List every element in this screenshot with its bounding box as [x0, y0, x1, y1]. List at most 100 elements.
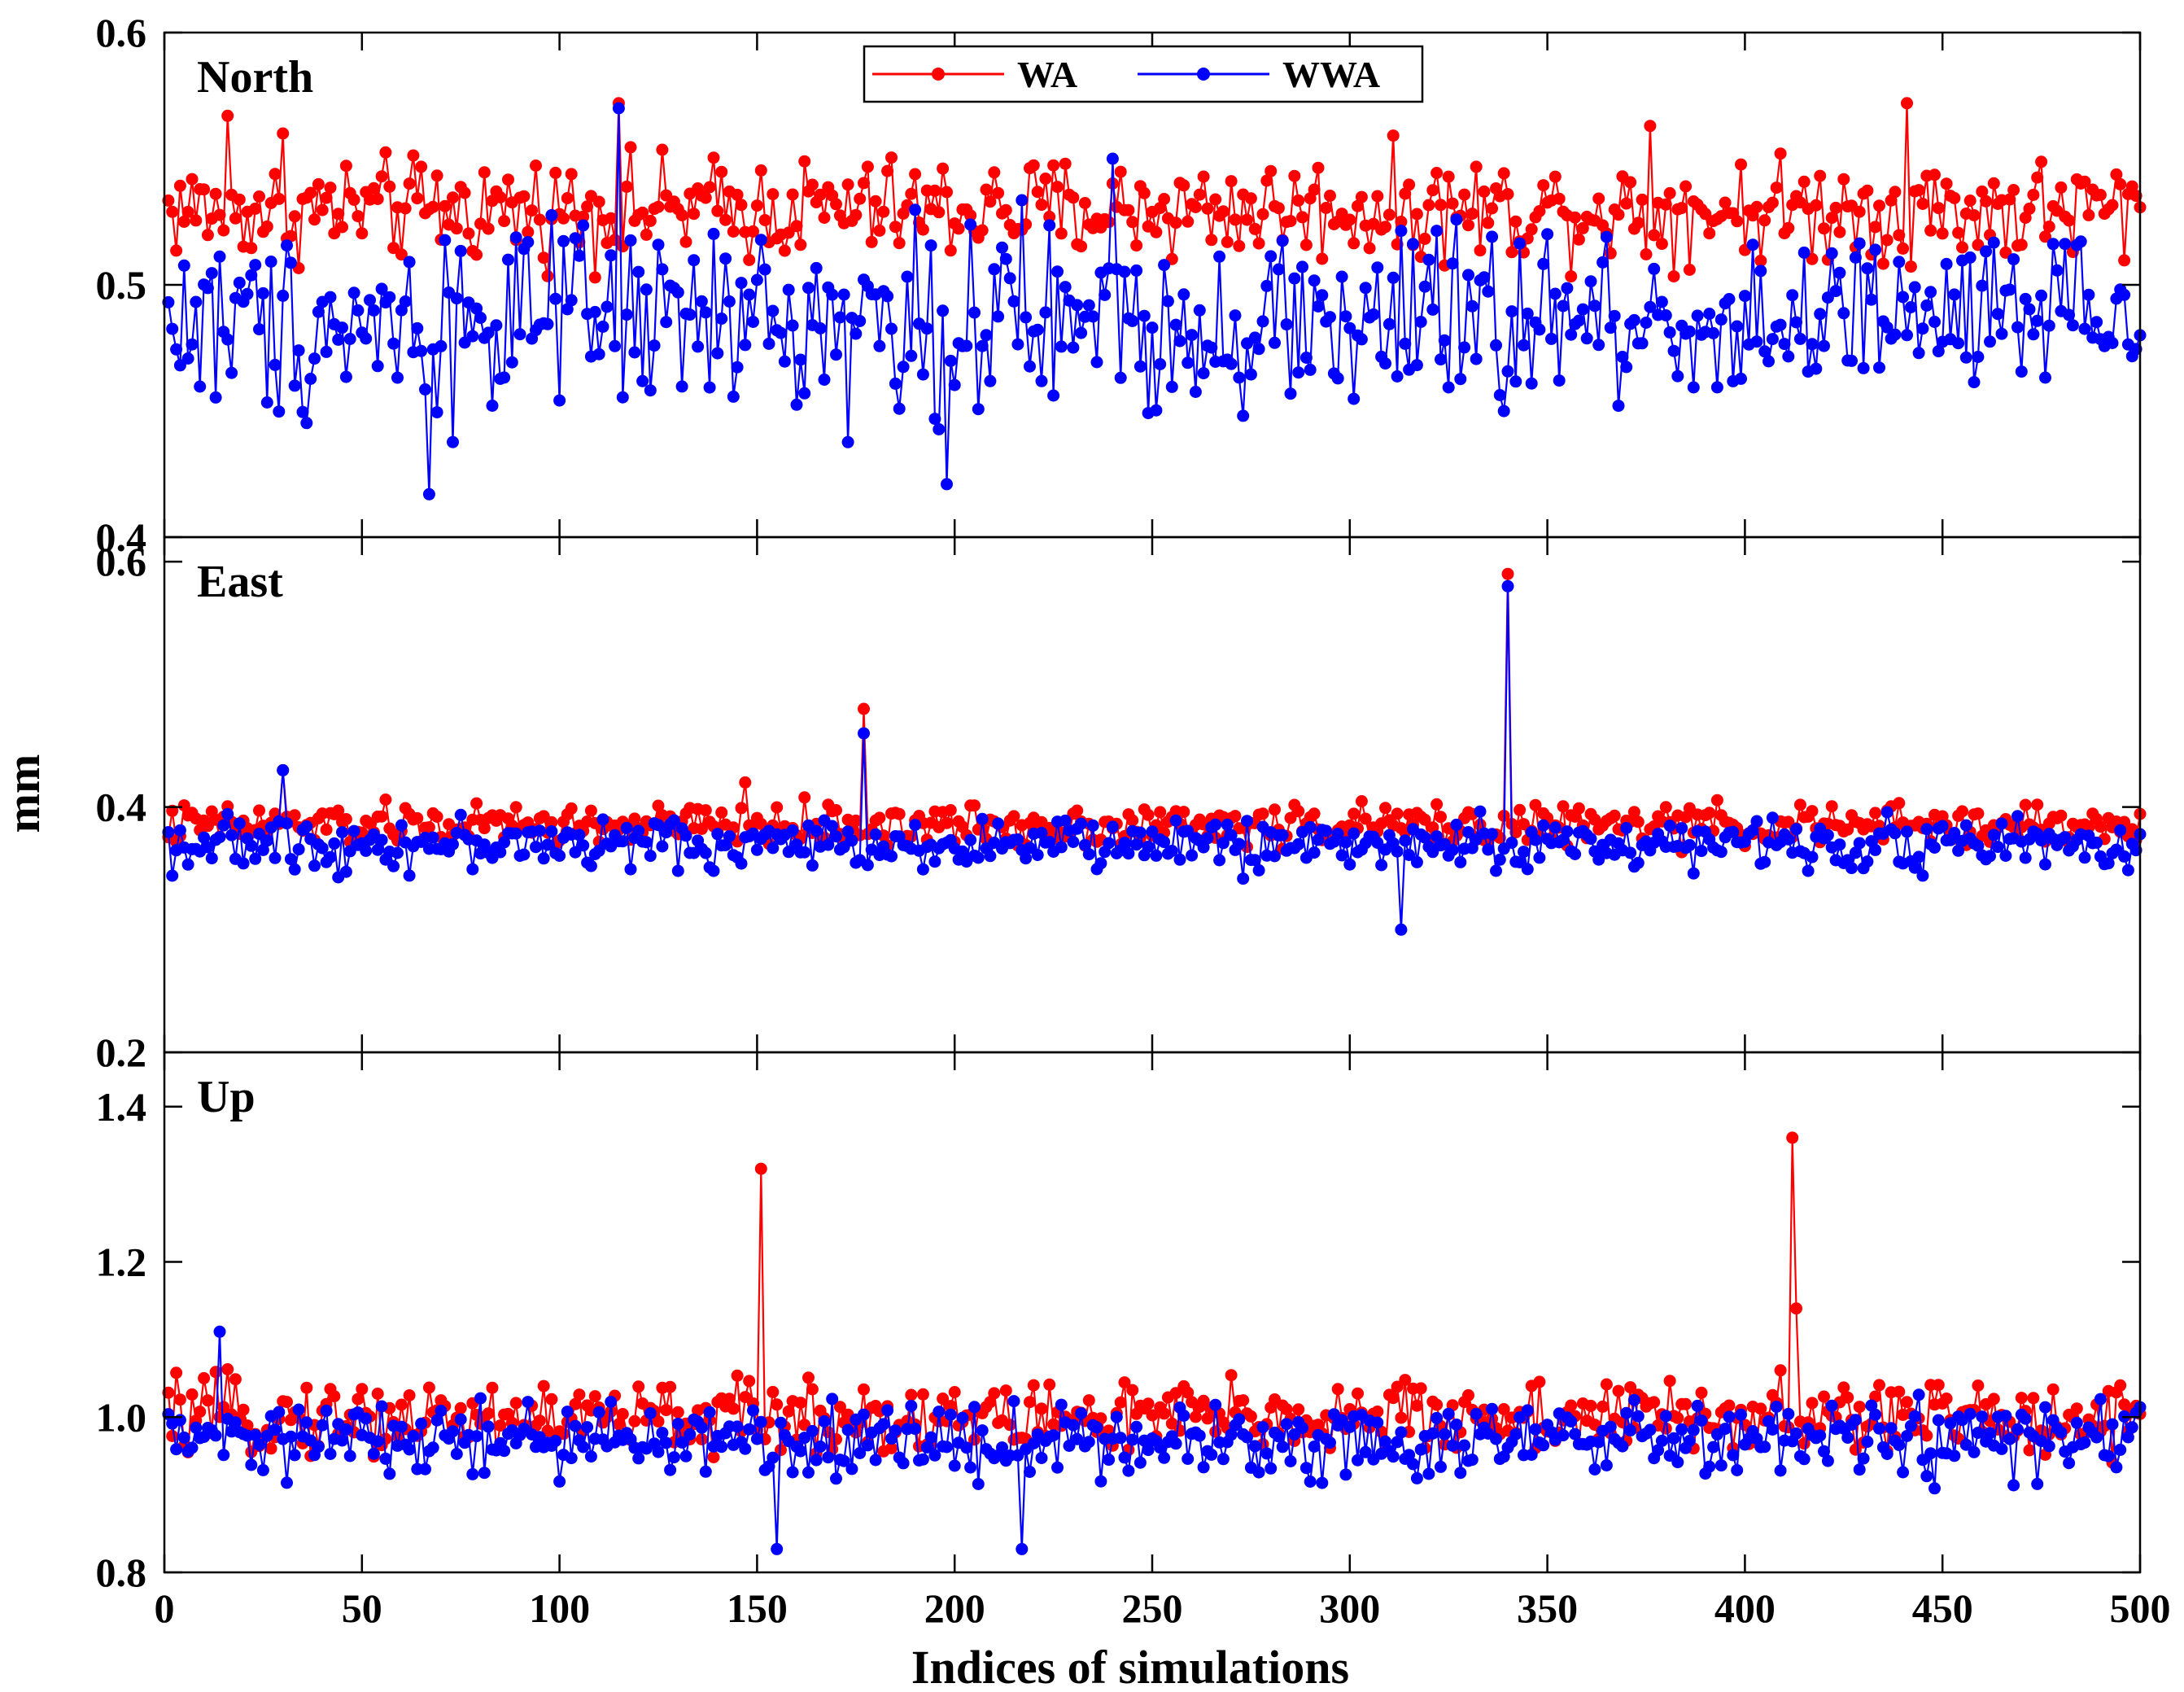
data-point: [281, 1476, 293, 1489]
data-point: [1782, 221, 1795, 234]
data-point: [1797, 1453, 1811, 1466]
data-point: [324, 291, 337, 304]
data-point: [1039, 306, 1052, 319]
data-point: [636, 374, 649, 387]
data-point: [1431, 798, 1444, 811]
data-point: [1814, 1429, 1827, 1442]
data-point: [387, 337, 400, 350]
data-point: [2125, 1421, 2138, 1434]
data-point: [2011, 321, 2024, 334]
data-point: [1067, 836, 1080, 848]
data-point: [269, 358, 282, 371]
data-point: [1604, 1420, 1617, 1433]
data-point: [1821, 1454, 1834, 1467]
data-point: [1714, 846, 1728, 859]
data-point: [1114, 1432, 1127, 1445]
data-point: [1738, 290, 1751, 303]
data-point: [1177, 806, 1190, 819]
data-point: [1272, 202, 1285, 215]
data-point: [1987, 1393, 2000, 1406]
data-point: [198, 183, 211, 196]
data-point: [1667, 270, 1680, 283]
data-point: [190, 295, 203, 308]
data-point: [1312, 161, 1325, 174]
data-point: [1182, 1386, 1195, 1399]
data-point: [1114, 165, 1127, 178]
data-point: [1252, 343, 1265, 356]
data-point: [1470, 160, 1483, 173]
data-point: [858, 1408, 870, 1421]
data-point: [1055, 841, 1068, 854]
data-point: [984, 374, 997, 387]
data-point: [1391, 1380, 1404, 1393]
data-point: [1043, 1378, 1056, 1391]
data-point: [1382, 208, 1396, 221]
data-point: [194, 1406, 207, 1419]
data-point: [2094, 189, 2107, 201]
data-point: [1714, 313, 1728, 326]
data-point: [565, 1452, 578, 1465]
data-point: [1241, 815, 1253, 828]
data-point: [1889, 328, 1902, 341]
data-point: [1071, 299, 1084, 312]
data-point: [1825, 247, 1838, 260]
data-point: [688, 208, 701, 221]
data-point: [1118, 1376, 1131, 1389]
data-point: [1825, 212, 1838, 225]
data-point: [992, 817, 1005, 830]
data-point: [1403, 1449, 1416, 1462]
data-point: [1418, 813, 1431, 826]
data-point: [1703, 1460, 1716, 1473]
data-point: [905, 1388, 918, 1401]
data-point: [1299, 1462, 1313, 1475]
data-point: [1221, 235, 1234, 248]
data-point: [869, 195, 882, 208]
data-point: [1177, 1409, 1190, 1422]
data-point: [1592, 1436, 1605, 1449]
data-point: [1766, 811, 1779, 824]
data-point: [470, 1430, 483, 1443]
data-point: [2078, 1436, 2091, 1449]
data-point: [944, 804, 957, 816]
data-point: [1150, 404, 1163, 417]
data-point: [1024, 360, 1036, 373]
data-point: [1225, 1369, 1238, 1382]
data-point: [818, 212, 831, 224]
data-point: [1928, 1482, 1941, 1495]
data-point: [584, 859, 597, 872]
data-point: [1169, 216, 1182, 230]
data-point: [288, 1449, 301, 1462]
data-point: [1343, 858, 1356, 871]
data-point: [1790, 823, 1802, 836]
data-point: [786, 1466, 799, 1479]
data-point: [941, 186, 953, 199]
data-point: [1265, 164, 1278, 177]
data-point: [1987, 829, 2000, 842]
x-tick-label: 350: [1517, 1585, 1578, 1631]
data-point: [1710, 381, 1723, 394]
data-point: [1663, 186, 1676, 199]
data-point: [612, 1418, 625, 1431]
data-point: [644, 384, 657, 397]
data-point: [901, 270, 914, 283]
data-point: [656, 840, 669, 853]
data-point: [1940, 177, 1953, 190]
data-point: [573, 249, 586, 262]
data-point: [2070, 1416, 2083, 1429]
data-point: [415, 160, 428, 173]
data-point: [1940, 257, 1953, 270]
data-point: [1861, 184, 1874, 197]
data-point: [1067, 191, 1080, 204]
data-point: [241, 287, 254, 300]
data-point: [1687, 867, 1700, 880]
data-point: [1821, 829, 1834, 842]
data-point: [1395, 225, 1408, 238]
data-point: [679, 829, 692, 842]
data-point: [1379, 357, 1391, 370]
data-point: [1631, 815, 1645, 829]
data-point: [1627, 1393, 1640, 1406]
data-point: [794, 353, 807, 366]
data-point: [2090, 316, 2103, 329]
data-point: [1233, 239, 1246, 252]
